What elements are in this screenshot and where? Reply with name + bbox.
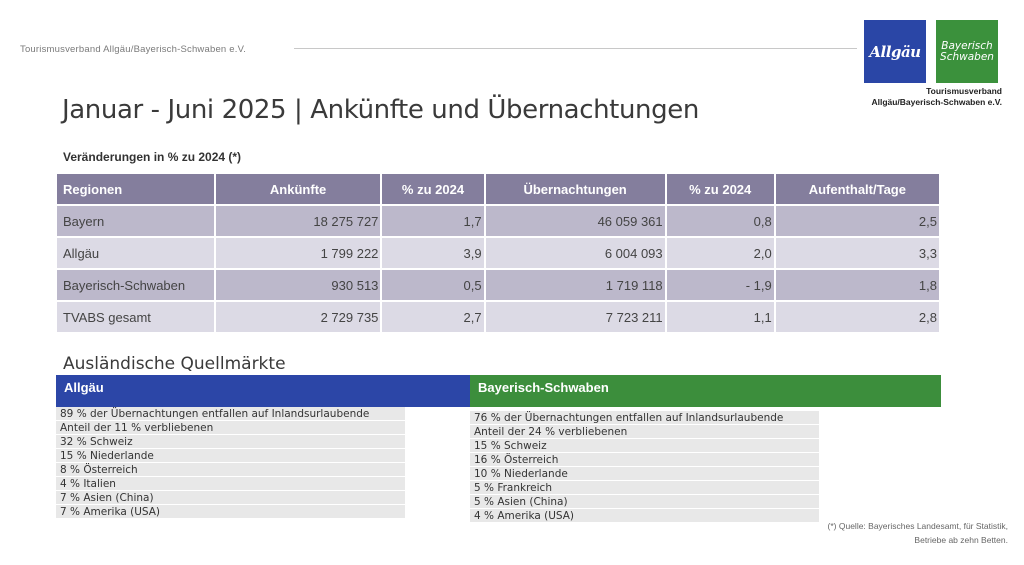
list-item: 4 % Amerika (USA) <box>470 509 819 523</box>
cell-region: Bayerisch-Schwaben <box>57 270 214 300</box>
cell-pct-ankuenfte: 1,7 <box>382 206 484 236</box>
bayerisch-schwaben-band: Bayerisch-Schwaben <box>470 375 941 407</box>
source-note-line2: Betriebe ab zehn Betten. <box>914 535 1008 545</box>
allgaeu-logo: Allgäu <box>864 20 926 83</box>
bs-logo-line2: Schwaben <box>940 50 994 63</box>
cell-region: TVABS gesamt <box>57 302 214 332</box>
cell-aufenthalt: 1,8 <box>775 270 939 300</box>
bs-logo-line1: Bayerisch <box>941 39 993 52</box>
cell-ankuenfte: 2 729 735 <box>215 302 381 332</box>
cell-pct-uebernachtungen: 0,8 <box>666 206 774 236</box>
list-item: 76 % der Übernachtungen entfallen auf In… <box>470 411 819 425</box>
cell-pct-uebernachtungen: - 1,9 <box>666 270 774 300</box>
table-row: Bayern 18 275 727 1,7 46 059 361 0,8 2,5 <box>57 206 939 236</box>
logo-caption: Tourismusverband Allgäu/Bayerisch-Schwab… <box>862 86 1002 108</box>
list-item: 32 % Schweiz <box>56 435 405 449</box>
list-item: 7 % Asien (China) <box>56 491 405 505</box>
cell-pct-ankuenfte: 2,7 <box>382 302 484 332</box>
logo-caption-line2: Allgäu/Bayerisch-Schwaben e.V. <box>871 97 1002 107</box>
logo-caption-line1: Tourismusverband <box>926 86 1002 96</box>
header-aufenthalt: Aufenthalt/Tage <box>775 174 939 204</box>
list-item: Anteil der 11 % verbliebenen <box>56 421 405 435</box>
cell-aufenthalt: 2,8 <box>775 302 939 332</box>
allgaeu-logo-text: Allgäu <box>869 42 921 61</box>
table-row: Allgäu 1 799 222 3,9 6 004 093 2,0 3,3 <box>57 238 939 268</box>
list-item: 15 % Schweiz <box>470 439 819 453</box>
cell-ankuenfte: 930 513 <box>215 270 381 300</box>
cell-region: Allgäu <box>57 238 214 268</box>
cell-uebernachtungen: 7 723 211 <box>485 302 665 332</box>
cell-ankuenfte: 1 799 222 <box>215 238 381 268</box>
table-row: TVABS gesamt 2 729 735 2,7 7 723 211 1,1… <box>57 302 939 332</box>
cell-pct-uebernachtungen: 2,0 <box>666 238 774 268</box>
list-item: 4 % Italien <box>56 477 405 491</box>
list-item: 5 % Asien (China) <box>470 495 819 509</box>
bayerisch-schwaben-markets-list: 76 % der Übernachtungen entfallen auf In… <box>470 411 819 523</box>
cell-uebernachtungen: 6 004 093 <box>485 238 665 268</box>
header-pct-uebernachtungen: % zu 2024 <box>666 174 774 204</box>
page-title: Januar - Juni 2025 | Ankünfte und Überna… <box>62 95 699 125</box>
header-pct-ankuenfte: % zu 2024 <box>382 174 484 204</box>
cell-ankuenfte: 18 275 727 <box>215 206 381 236</box>
source-note-line1: (*) Quelle: Bayerisches Landesamt, für S… <box>827 521 1008 531</box>
cell-uebernachtungen: 46 059 361 <box>485 206 665 236</box>
cell-aufenthalt: 2,5 <box>775 206 939 236</box>
cell-pct-ankuenfte: 3,9 <box>382 238 484 268</box>
table-header-row: Regionen Ankünfte % zu 2024 Übernachtung… <box>57 174 939 204</box>
allgaeu-band: Allgäu <box>56 375 470 407</box>
cell-pct-uebernachtungen: 1,1 <box>666 302 774 332</box>
list-item: 7 % Amerika (USA) <box>56 505 405 519</box>
list-item: 89 % der Übernachtungen entfallen auf In… <box>56 407 405 421</box>
header-divider <box>294 48 857 49</box>
source-note: (*) Quelle: Bayerisches Landesamt, für S… <box>828 519 1008 547</box>
list-item: 15 % Niederlande <box>56 449 405 463</box>
cell-aufenthalt: 3,3 <box>775 238 939 268</box>
table-row: Bayerisch-Schwaben 930 513 0,5 1 719 118… <box>57 270 939 300</box>
header-ankuenfte: Ankünfte <box>215 174 381 204</box>
header-regionen: Regionen <box>57 174 214 204</box>
cell-uebernachtungen: 1 719 118 <box>485 270 665 300</box>
list-item: 8 % Österreich <box>56 463 405 477</box>
arrivals-overnights-table: Regionen Ankünfte % zu 2024 Übernachtung… <box>55 172 941 334</box>
cell-pct-ankuenfte: 0,5 <box>382 270 484 300</box>
source-markets-heading: Ausländische Quellmärkte <box>63 354 286 374</box>
list-item: 5 % Frankreich <box>470 481 819 495</box>
table-subtitle: Veränderungen in % zu 2024 (*) <box>63 150 242 164</box>
list-item: Anteil der 24 % verbliebenen <box>470 425 819 439</box>
allgaeu-markets-list: 89 % der Übernachtungen entfallen auf In… <box>56 407 405 519</box>
cell-region: Bayern <box>57 206 214 236</box>
list-item: 10 % Niederlande <box>470 467 819 481</box>
bayerisch-schwaben-logo: Bayerisch Schwaben <box>936 20 998 83</box>
header-uebernachtungen: Übernachtungen <box>485 174 665 204</box>
organization-name: Tourismusverband Allgäu/Bayerisch-Schwab… <box>20 44 247 55</box>
list-item: 16 % Österreich <box>470 453 819 467</box>
